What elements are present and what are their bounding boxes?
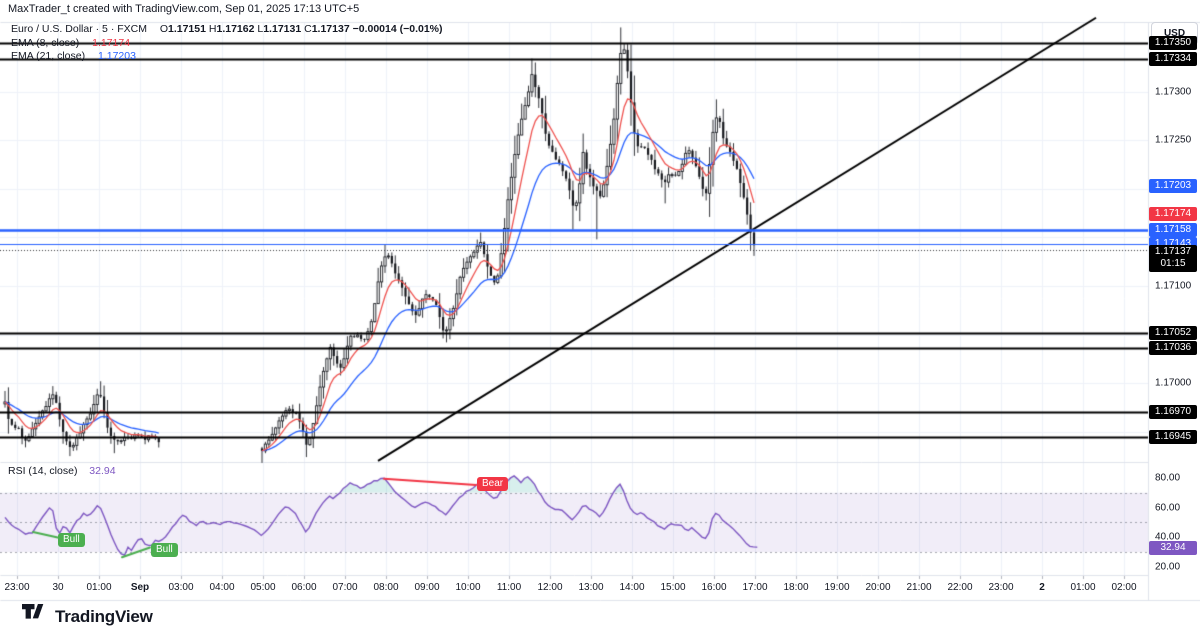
time-axis-label-2: 2 [1039,582,1045,593]
current-price-value: 1.17137 [1154,246,1192,258]
tradingview-logo[interactable]: TradingView [22,604,153,629]
time-axis-label-20:00: 20:00 [865,582,891,593]
price-axis-label-1.17250: 1.17250 [1155,134,1192,146]
time-axis-label-08:00: 08:00 [373,582,399,593]
ema21-legend-row[interactable]: EMA (21, close) 1.17203 [11,50,443,64]
price-axis-label-1.17158: 1.17158 [1149,222,1197,237]
symbol-legend-row[interactable]: Euro / U.S. Dollar · 5 · FXCM O1.17151 H… [11,23,443,37]
bar-countdown: 01:15 [1160,258,1186,270]
ema21-label: EMA (21, close) [11,50,86,62]
price-axis-label-1.17350: 1.17350 [1149,36,1197,50]
time-axis-label-15:00: 15:00 [660,582,686,593]
attribution-text: MaxTrader_t created with TradingView.com… [8,3,360,15]
rsi-axis-label-80.00: 80.00 [1155,472,1181,484]
price-axis-label-1.17100: 1.17100 [1155,280,1192,292]
tradingview-logo-icon [22,604,48,629]
time-axis-label-12:00: 12:00 [537,582,563,593]
bear-annotation-label[interactable]: Bear [477,477,509,491]
high-prefix: H [208,23,217,35]
rsi-current-value-label: 32.94 [1149,540,1197,555]
time-axis-label-17:00: 17:00 [742,582,768,593]
ema21-value: 1.17203 [97,50,136,62]
time-axis-label-16:00: 16:00 [701,582,727,593]
change-value: −0.00014 (−0.01%) [352,23,443,35]
rsi-legend-row[interactable]: RSI (14, close) 32.94 [8,465,116,477]
time-axis-label-02:00: 02:00 [1111,582,1137,593]
interval-label: 5 [102,23,108,35]
time-axis-label-Sep: Sep [130,582,150,593]
time-axis-label-14:00: 14:00 [619,582,645,593]
time-axis-label-22:00: 22:00 [947,582,973,593]
exchange-label: FXCM [117,23,147,35]
time-axis-label-10:00: 10:00 [455,582,481,593]
time-axis-label-18:00: 18:00 [783,582,809,593]
rsi-axis-label-60.00: 60.00 [1155,502,1181,514]
price-axis-label-1.17052: 1.17052 [1149,325,1197,340]
close-prefix: C [304,23,312,35]
high-value: 1.17162 [216,23,255,35]
time-axis-label-06:00: 06:00 [291,582,317,593]
chart-legend: Euro / U.S. Dollar · 5 · FXCM O1.17151 H… [11,23,443,64]
ema8-legend-row[interactable]: EMA (8, close) 1.17174 [11,37,443,51]
time-axis-label-09:00: 09:00 [414,582,440,593]
separator: · [95,23,100,35]
open-prefix: O [159,23,168,35]
bull-annotation-label[interactable]: Bull [58,533,85,547]
ema8-value: 1.17174 [92,36,131,49]
time-axis-label-01:00: 01:00 [86,582,112,593]
time-axis-label-03:00: 03:00 [168,582,194,593]
time-axis-label-23:00: 23:00 [988,582,1014,593]
price-axis-label-1.16945: 1.16945 [1149,429,1197,444]
price-axis-label-1.17000: 1.17000 [1155,377,1192,389]
bull-annotation-label[interactable]: Bull [151,543,178,557]
time-axis-label-07:00: 07:00 [332,582,358,593]
time-axis-label-04:00: 04:00 [209,582,235,593]
time-axis-label-23:00: 23:00 [4,582,30,593]
current-price-countdown-label: 1.17137 01:15 [1149,245,1197,273]
price-axis-label-1.17203: 1.17203 [1149,178,1197,193]
symbol-name: Euro / U.S. Dollar [11,23,93,35]
rsi-label: RSI (14, close) [8,465,78,477]
time-axis-label-21:00: 21:00 [906,582,932,593]
separator: · [110,23,115,35]
time-axis[interactable]: 23:00 30 01:00 Sep 03:00 04:00 05:00 06:00 07:00… [0,575,1148,600]
time-axis-label-13:00: 13:00 [578,582,604,593]
time-axis-label-11:00: 11:00 [496,582,522,593]
rsi-value: 32.94 [89,465,116,477]
low-value: 1.17131 [263,23,302,35]
time-axis-label-01:00: 01:00 [1070,582,1096,593]
open-value: 1.17151 [168,23,206,35]
ema8-label: EMA (8, close) [11,36,80,49]
price-axis[interactable]: USD 1.17350 1.17334 1.17300 1.17250 1.17203 1… [1148,21,1200,600]
rsi-axis-label-20.00: 20.00 [1155,561,1181,573]
price-axis-label-1.17036: 1.17036 [1149,341,1197,356]
time-axis-label-19:00: 19:00 [824,582,850,593]
close-value: 1.17137 [311,23,350,35]
rsi-axis-label-40.00: 40.00 [1155,531,1181,543]
price-axis-label-1.17334: 1.17334 [1149,51,1197,66]
time-axis-label-05:00: 05:00 [250,582,276,593]
price-axis-label-1.17300: 1.17300 [1155,86,1192,98]
low-prefix: L [257,23,264,35]
tradingview-wordmark: TradingView [55,606,153,626]
price-axis-label-1.17174: 1.17174 [1149,207,1197,222]
price-axis-label-1.16970: 1.16970 [1149,405,1197,420]
time-axis-label-30: 30 [52,582,64,593]
